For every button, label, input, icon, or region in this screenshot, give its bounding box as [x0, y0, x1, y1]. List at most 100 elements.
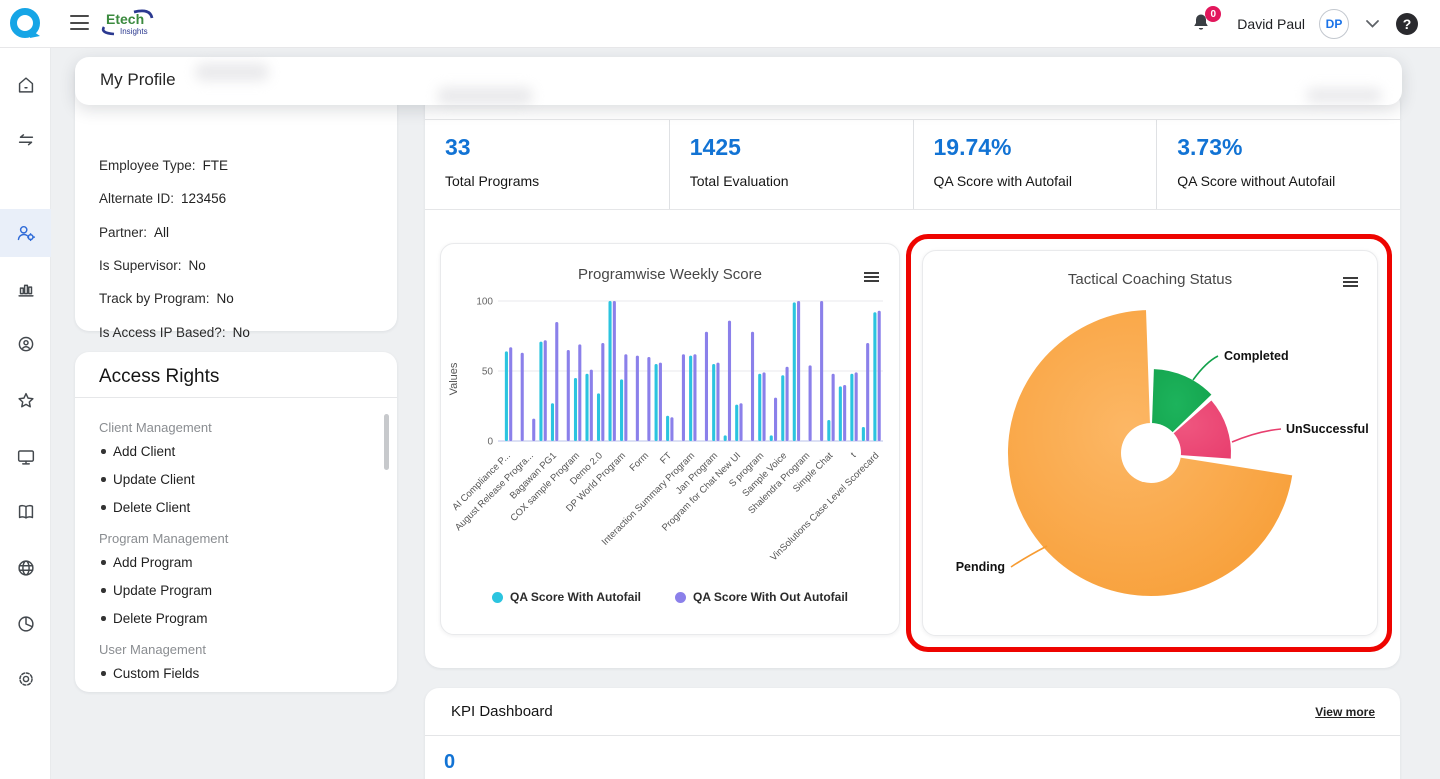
- badge-person-icon: [18, 336, 33, 352]
- legend-item[interactable]: QA Score With Out Autofail: [675, 590, 848, 604]
- user-name[interactable]: David Paul: [1237, 16, 1305, 32]
- chart-menu-icon[interactable]: [861, 270, 881, 286]
- bar: [843, 385, 847, 441]
- sidebar-item-analytics[interactable]: [0, 600, 51, 648]
- bar: [785, 366, 789, 441]
- field-label: Is Access IP Based?:: [99, 324, 226, 340]
- stats-row: 33 Total Programs 1425 Total Evaluation 19.7…: [425, 119, 1400, 210]
- stat-label: QA Score without Autofail: [1177, 173, 1336, 189]
- profile-field: Alternate ID: 123456: [99, 182, 381, 215]
- help-button[interactable]: ?: [1396, 13, 1418, 35]
- donut-chart: Completed UnSuccessful Pending: [956, 310, 1369, 597]
- y-tick-label: 50: [482, 367, 494, 378]
- access-rights-card: Access Rights Client Management Add Clien…: [75, 352, 397, 692]
- sidebar-item-settings[interactable]: [0, 655, 51, 703]
- stat-value: 3.73%: [1177, 134, 1243, 160]
- bar: [596, 393, 601, 441]
- bar: [739, 403, 743, 441]
- sidebar-item-quality[interactable]: [0, 321, 51, 369]
- scrollbar-thumb[interactable]: [384, 414, 389, 470]
- bar: [873, 312, 877, 441]
- chart-title: Programwise Weekly Score: [578, 266, 762, 283]
- bar: [620, 379, 624, 441]
- pie-chart-icon: [17, 616, 34, 632]
- blurred-placeholder: [195, 63, 269, 81]
- chart-title: Tactical Coaching Status: [1067, 271, 1233, 288]
- etech-logo-icon: Etech Insights: [101, 9, 154, 36]
- sidebar-item-library[interactable]: [0, 488, 51, 536]
- brand-name: Etech: [106, 11, 144, 27]
- bar: [601, 343, 605, 441]
- stat-item: 3.73% QA Score without Autofail: [1156, 120, 1400, 209]
- field-label: Is Supervisor:: [99, 258, 182, 274]
- sidebar-item-favorites[interactable]: [0, 377, 51, 425]
- avatar[interactable]: DP: [1319, 9, 1349, 39]
- bar: [658, 362, 662, 441]
- stat-item: 1425 Total Evaluation: [668, 120, 913, 209]
- label-connector: [1231, 428, 1282, 443]
- bar: [532, 418, 536, 441]
- slice-label: Completed: [1224, 349, 1289, 363]
- etech-insights-logo[interactable]: Etech Insights: [98, 5, 162, 45]
- bar: [716, 362, 720, 441]
- bar: [704, 331, 709, 441]
- legend-dot: [491, 591, 503, 603]
- sidebar-item-reports[interactable]: [0, 265, 51, 313]
- home-icon: [18, 77, 33, 93]
- gear-icon: [18, 672, 33, 686]
- donut-hole: [1121, 423, 1181, 483]
- chart-menu-icon[interactable]: [1340, 275, 1360, 291]
- kpi-dashboard-card: KPI Dashboard View more 0: [425, 688, 1400, 779]
- bar: [758, 373, 762, 441]
- legend-label: QA Score With Autofail: [509, 590, 641, 604]
- access-right-item: Add Program: [99, 548, 371, 576]
- bar: [666, 415, 670, 441]
- bar: [712, 364, 716, 441]
- field-value: No: [232, 324, 250, 340]
- bar: [723, 435, 727, 441]
- bar: [850, 373, 854, 441]
- q-logo-icon: [10, 8, 40, 38]
- bar: [654, 364, 658, 441]
- notifications-button[interactable]: 0: [1189, 6, 1222, 37]
- legend-label: QA Score With Out Autofail: [693, 590, 848, 604]
- profile-details-card: Employee Type: FTE Alternate ID: 123456 Part…: [75, 60, 397, 373]
- sidebar-item-home[interactable]: [0, 61, 51, 109]
- bar: [585, 373, 589, 441]
- stat-value: 1425: [689, 134, 741, 160]
- profile-field: Is Access IP Based?: No: [99, 315, 381, 348]
- profile-field: Track by Program: No: [99, 282, 381, 315]
- globe-icon: [17, 560, 34, 576]
- bar: [792, 302, 796, 441]
- programwise-weekly-score-card: Programwise Weekly Score 0 50 100 Values AI …: [440, 243, 900, 635]
- sidebar-item-global[interactable]: [0, 544, 51, 592]
- menu-toggle-button[interactable]: [70, 15, 90, 33]
- profile-field: Partner: All: [99, 216, 381, 249]
- access-rights-list: Client Management Add Client Update Client…: [99, 410, 371, 682]
- bar: [877, 310, 881, 441]
- slice-label: Pending: [956, 560, 1005, 574]
- view-more-link[interactable]: View more: [1315, 705, 1375, 719]
- sidebar-item-transactions[interactable]: [0, 116, 51, 164]
- stat-value: 19.74%: [933, 134, 1012, 160]
- my-profile-overlay-bar: My Profile: [75, 57, 1402, 105]
- bar: [774, 397, 778, 441]
- sidebar-item-monitoring[interactable]: [0, 433, 51, 481]
- chart-legend: QA Score With Autofail QA Score With Out …: [441, 590, 899, 604]
- x-axis-label: t: [849, 450, 859, 460]
- sidebar-item-my-profile[interactable]: [0, 209, 51, 257]
- x-axis-label: Form: [628, 450, 652, 474]
- bar: [635, 355, 639, 441]
- legend-item[interactable]: QA Score With Autofail: [491, 590, 641, 604]
- x-axis-label: FT: [658, 450, 674, 466]
- divider: [425, 735, 1400, 736]
- app-logo[interactable]: [6, 5, 44, 43]
- field-label: Employee Type:: [99, 158, 196, 174]
- bar: [854, 372, 858, 441]
- bar: [589, 369, 593, 441]
- bar: [808, 365, 812, 441]
- field-value: All: [154, 224, 170, 240]
- user-menu-chevron[interactable]: [1363, 15, 1382, 34]
- access-rights-title: Access Rights: [99, 366, 220, 387]
